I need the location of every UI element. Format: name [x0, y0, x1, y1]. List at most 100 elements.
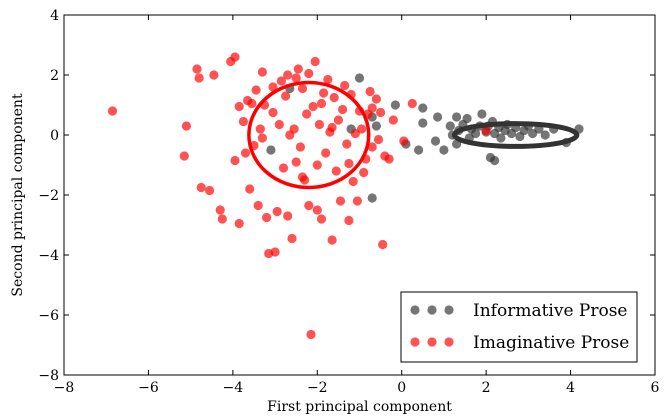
imaginative-prose-point [348, 176, 358, 187]
imaginative-prose-point [107, 106, 118, 116]
x-tick-label: −6 [138, 380, 159, 396]
imaginative-prose-point [308, 101, 318, 112]
x-tick-label: −8 [54, 380, 75, 396]
imaginative-prose-point [297, 172, 308, 182]
informative-prose-point [490, 155, 500, 166]
imaginative-prose-point [297, 83, 308, 94]
imaginative-prose-point [371, 94, 381, 104]
imaginative-prose-point [323, 74, 333, 85]
imaginative-prose-point [407, 98, 417, 109]
imaginative-prose-point [230, 52, 240, 62]
imaginative-prose-point [272, 206, 282, 217]
imaginative-prose-point [268, 82, 278, 92]
y-tick-label: 0 [50, 128, 59, 144]
informative-prose-point [371, 121, 381, 131]
imaginative-prose-point [230, 155, 240, 166]
imaginative-prose-point [333, 115, 343, 125]
imaginative-prose-point [217, 214, 227, 224]
imaginative-prose-point [257, 67, 267, 77]
legend: Informative Prose Imaginative Prose [400, 291, 638, 363]
imaginative-prose-point [283, 211, 293, 221]
imaginative-prose-point [291, 73, 301, 83]
imaginative-prose-point [327, 122, 337, 133]
legend-markers [410, 305, 454, 347]
imaginative-prose-point [276, 76, 286, 86]
imaginative-prose-point [215, 205, 225, 215]
imaginative-prose-point [329, 92, 339, 103]
imaginative-prose-ellipse [247, 80, 371, 190]
legend-marker-imaginative-prose [410, 337, 420, 347]
informative-prose-point [354, 73, 365, 83]
informative-prose-point [462, 113, 472, 124]
imaginative-prose-point [255, 124, 265, 134]
imaginative-prose-point [304, 68, 314, 79]
informative-prose-point [496, 133, 506, 143]
imaginative-prose-point [321, 148, 331, 158]
imaginative-prose-point [388, 115, 398, 125]
imaginative-prose-point [289, 124, 299, 134]
informative-prose-point [418, 118, 428, 128]
informative-prose-point [540, 130, 550, 140]
imaginative-prose-point [304, 200, 314, 211]
informative-prose-ellipse [452, 121, 580, 149]
imaginative-prose-point [335, 196, 346, 206]
imaginative-prose-point [247, 98, 257, 109]
x-tick-label: 0 [397, 380, 406, 396]
imaginative-prose-point [327, 235, 337, 245]
imaginative-prose-point [240, 148, 251, 158]
imaginative-prose-point [352, 196, 362, 206]
imaginative-prose-point [257, 133, 267, 143]
imaginative-prose-point [274, 119, 284, 130]
informative-prose-point [433, 112, 443, 122]
imaginative-prose-point [365, 86, 375, 97]
imaginative-prose-point [359, 167, 369, 178]
informative-prose-point [439, 145, 449, 155]
ellipse-layer [247, 80, 580, 190]
imaginative-prose-point [367, 142, 377, 152]
imaginative-prose-point [376, 107, 386, 118]
x-tick-label: 4 [566, 380, 575, 396]
informative-prose-point [445, 121, 455, 131]
imaginative-prose-point [344, 158, 354, 169]
y-tick-label: −2 [38, 188, 59, 204]
imaginative-prose-point [234, 101, 244, 112]
legend-label-informative-prose: Informative Prose [473, 301, 628, 321]
legend-marker-imaginative-prose [427, 337, 437, 347]
x-tick-label: 6 [651, 380, 660, 396]
legend-box [400, 291, 638, 363]
imaginative-prose-point [283, 70, 293, 80]
legend-marker-informative-prose [427, 305, 437, 315]
informative-prose-point [367, 193, 377, 203]
imaginative-prose-point [319, 88, 329, 98]
imaginative-prose-point [194, 73, 204, 83]
imaginative-prose-point [312, 205, 322, 215]
y-tick-label: −4 [38, 248, 59, 264]
informative-prose-point [266, 145, 276, 155]
legend-marker-informative-prose [444, 305, 454, 315]
informative-prose-point [390, 100, 400, 110]
imaginative-prose-point [253, 200, 263, 211]
imaginative-prose-point [342, 139, 352, 149]
y-tick-label: 4 [50, 8, 59, 24]
imaginative-prose-point [399, 136, 409, 146]
informative-prose-point [477, 109, 487, 119]
imaginative-prose-point [340, 80, 350, 91]
imaginative-prose-point [192, 64, 202, 74]
imaginative-prose-point [384, 154, 394, 164]
informative-prose-point [418, 103, 428, 113]
imaginative-prose-point [179, 151, 189, 161]
imaginative-prose-point [367, 103, 377, 113]
x-axis-label: First principal component [267, 399, 452, 415]
informative-prose-point [414, 145, 424, 155]
imaginative-prose-point [302, 109, 312, 119]
x-tick-label: −2 [307, 380, 328, 396]
ticks-layer: −8 −6 −4 −2 0 2 4 6 −8 −6 −4 −2 0 2 4 [38, 8, 659, 396]
imaginative-prose-point [310, 56, 320, 67]
imaginative-prose-point [234, 218, 244, 229]
informative-prose-point [430, 136, 441, 146]
x-tick-label: 2 [482, 380, 491, 396]
imaginative-prose-point [205, 185, 215, 196]
imaginative-prose-point [312, 160, 322, 170]
imaginative-prose-point [373, 134, 384, 145]
